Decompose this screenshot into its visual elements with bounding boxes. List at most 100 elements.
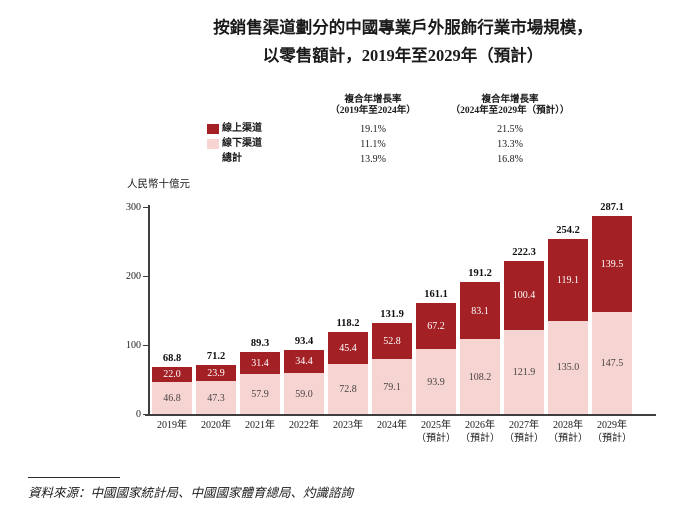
x-axis-category: 2027年 （預計） [496,420,552,445]
x-axis-category: 2020年 [188,420,244,433]
bar-offline-value: 147.5 [600,358,624,370]
x-axis-year: 2023年 [333,420,363,431]
x-axis-category: 2022年 [276,420,332,433]
cagr-header-2024-2029-line1: 複合年增長率 [481,95,539,105]
legend-label: 總計 [222,153,242,164]
bar-online-segment [592,215,632,313]
bar-offline-value: 46.8 [163,392,181,404]
y-tick-label: 300 [126,201,141,213]
bar-offline-segment [372,359,412,414]
x-axis-category: 2025年 （預計） [408,420,464,445]
y-tick-mark [143,344,148,346]
bar-online-segment [372,323,412,360]
chart-title: 按銷售渠道劃分的中國專業戶外服飾行業市場規模， 以零售額計，2019年至2029… [120,14,686,70]
bar-online-value: 119.1 [556,274,580,286]
bar-offline-value: 57.9 [251,389,269,401]
bar-total-value: 161.1 [424,288,448,300]
cagr-header-2024-2029: 複合年增長率 （2024年至2029年（預計）） [415,95,605,117]
bar-offline-value: 93.9 [427,376,445,388]
bar-offline-segment [196,381,236,414]
bar-total-value: 131.9 [380,309,404,320]
bar-online-segment [328,332,368,364]
bar-online-value: 83.1 [471,305,489,317]
bar-online-segment [196,364,236,382]
bar-offline-value: 135.0 [556,362,580,374]
y-tick-label: 100 [126,339,141,351]
bar-online-segment [416,302,456,350]
stacked-bar-chart: 0 100 200 300 46.8 22.0 68.8 2019年 47.3 23.9 71.2 2… [126,201,656,444]
legend-swatch-online [207,124,219,134]
legend-label: 線上渠道 [222,123,262,134]
x-axis-year: 2027年 [509,420,539,431]
bar-online-value: 100.4 [512,290,536,302]
bar-offline-segment [152,381,192,414]
bar-online-value: 45.4 [339,343,357,355]
bar-total-value: 71.2 [206,350,226,362]
cagr-value-2024-2029: 16.8% [497,154,523,165]
chart-title-line1: 按銷售渠道劃分的中國專業戶外服飾行業市場規模， [213,18,593,37]
bar-offline-segment [240,374,280,414]
bar-online-value: 67.2 [427,321,445,333]
source-note: 資料來源：中國國家統計局、中國國家體育總局、灼識諮詢 [28,486,354,500]
legend-label: 線下渠道 [222,138,262,149]
bar-offline-segment [504,329,544,414]
bar-total-value: 118.2 [336,318,360,330]
y-tick-label: 0 [136,408,141,420]
y-axis-unit-label: 人民幣十億元 [127,179,190,190]
bar-online-segment [460,282,500,340]
x-axis-forecast-tag: （預計） [460,432,500,444]
bar-online-value: 31.4 [251,358,269,370]
x-axis-year: 2021年 [245,420,275,431]
bar-total-value: 287.1 [600,201,624,213]
bar-offline-value: 59.0 [295,388,313,400]
bar-online-segment [548,238,588,321]
cagr-value-2019-2024: 13.9% [360,154,386,165]
bar-online-segment [240,352,280,375]
bar-offline-segment [592,312,632,414]
bar-offline-segment [284,373,324,414]
bar-offline-value: 47.3 [207,392,225,404]
cagr-value-2024-2029: 13.3% [497,139,523,150]
x-axis-year: 2020年 [201,420,231,431]
bar-online-value: 34.4 [295,356,313,368]
bar-offline-segment [548,320,588,414]
bar-online-value: 139.5 [600,259,624,271]
bar-online-segment [152,366,192,382]
x-axis-year: 2025年 [421,420,451,431]
x-axis-year: 2026年 [465,420,495,431]
bar-offline-value: 79.1 [383,381,401,393]
bar-offline-value: 108.2 [468,371,492,383]
cagr-header-2019-2024-line1: 複合年增長率 [344,95,402,105]
chart-title-line2: 以零售額計，2019年至2029年（預計） [262,46,544,65]
x-axis-year: 2024年 [377,420,407,431]
cagr-value-2024-2029: 21.5% [497,124,523,135]
x-axis-year: 2022年 [289,420,319,431]
x-axis-category: 2021年 [232,420,288,433]
x-axis-line [145,414,656,416]
bar-offline-value: 72.8 [339,383,357,395]
cagr-value-2019-2024: 19.1% [360,124,386,135]
y-tick-mark [143,206,148,208]
bar-online-value: 23.9 [207,368,225,380]
y-tick-label: 200 [126,270,141,282]
x-axis-year: 2029年 [597,420,627,431]
cagr-header-2024-2029-line2: （2024年至2029年（預計）） [450,106,570,116]
cagr-header-2019-2024: 複合年增長率 （2019年至2024年） [293,95,453,117]
y-tick-mark [143,275,148,277]
bar-online-segment [504,260,544,330]
x-axis-forecast-tag: （預計） [416,432,456,444]
bar-total-value: 89.3 [250,338,270,350]
source-divider [28,477,120,478]
cagr-value-2019-2024: 11.1% [360,139,386,150]
x-axis-category: 2019年 [144,420,200,433]
bar-online-segment [284,349,324,374]
bar-total-value: 222.3 [512,246,536,258]
bar-total-value: 93.4 [294,335,314,347]
x-axis-year: 2019年 [157,420,187,431]
bar-offline-segment [416,349,456,414]
y-axis-line [148,205,150,414]
bar-offline-segment [460,339,500,414]
bar-offline-value: 121.9 [512,366,536,378]
x-axis-year: 2028年 [553,420,583,431]
